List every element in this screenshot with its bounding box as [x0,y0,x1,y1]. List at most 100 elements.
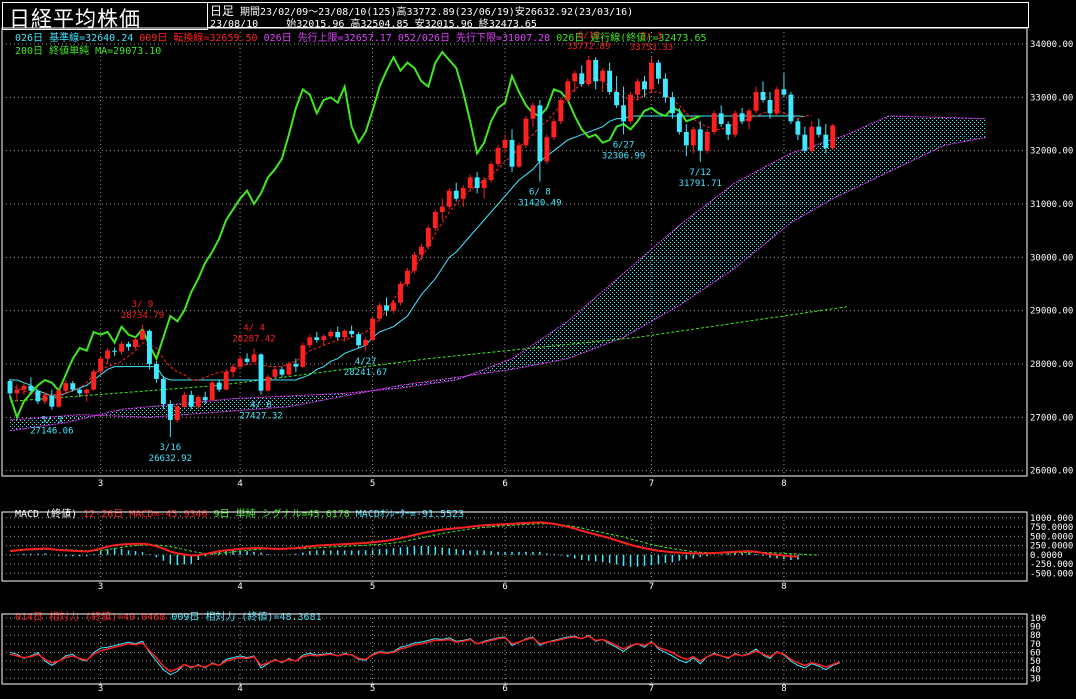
annotation-date: 3/16 [160,443,182,453]
candle-body [523,118,529,146]
x-month-label: 8 [781,479,786,489]
candle-body [411,254,417,271]
candle-body [565,81,571,100]
candle-body [105,350,111,359]
price-tick-label: 26000.00 [1030,467,1073,477]
price-panel-frame [1,27,1028,477]
candle-body [537,105,543,162]
candle-body [544,137,550,162]
ohlc-line: 23/08/10 始32015.96 高32504.85 安32015.96 終… [210,15,537,30]
candle-body [704,132,710,151]
legend-main-item-2: 026日 先行上限=32657.17 [263,33,392,44]
legend-main-item-0: 026日 基準線=32640.24 [15,33,134,44]
candle-body [816,126,822,135]
candle-body [209,382,215,401]
candle-body [551,121,557,138]
candle-body [91,371,97,390]
candle-body [384,305,389,311]
price-tick-label: 32000.00 [1030,147,1073,157]
candle-body [321,336,327,340]
rsi-panel-frame [1,613,1028,685]
candle-body [335,332,341,338]
candle-body [398,284,403,303]
x-month-label-macd: 5 [370,582,375,592]
candle-body [370,318,376,340]
candle-body [593,60,599,82]
rsi-tick-label: 30 [1030,674,1041,684]
candle-body [70,383,76,390]
candle-body [607,70,613,92]
candle-body [418,246,424,255]
annotation-date: 3/ 9 [132,300,154,310]
macd-legend: MACD (終値) 12-26日 MACD=-45.9346 9日 単純 シグナル=… [15,505,470,520]
candle-body [377,305,382,319]
candle-body [300,345,306,367]
annotation-date: 6/ 8 [529,188,551,198]
macd-line [9,521,798,558]
x-month-label-rsi: 6 [502,684,507,694]
timeframe-mode[interactable]: 日足 [210,4,235,18]
candle-body [244,358,250,362]
candle-body [635,81,640,95]
candle-body [530,105,536,119]
x-month-label-macd: 6 [502,582,507,592]
ma-legend: 200日 終値単純 MA=29073.10 [15,42,167,57]
x-month-label-macd: 7 [649,582,654,592]
candle-body [467,177,473,188]
candle-body [42,395,48,402]
annotation-price: 31791.71 [679,179,722,189]
annotation-date: 7/ 3 [641,32,663,42]
candle-body [181,394,187,407]
candle-body [258,354,264,391]
candle-body [56,390,62,407]
rsi-tick-label: 90 [1030,623,1041,633]
candle-body [153,364,159,379]
candle-body [77,389,83,394]
price-tick-label: 28000.00 [1030,360,1073,370]
candle-body [188,394,194,407]
candle-body [732,113,738,135]
candle-body [342,330,348,338]
candle-body [830,125,836,148]
candle-body [753,92,759,111]
annotation-price: 28287.42 [232,335,275,345]
candle-body [802,134,808,151]
legend-main-item-4: 026日 遅行線(終値)=32473.65 [556,33,707,44]
candle-body [230,366,236,372]
macd-tick-label: 250.0000 [1030,542,1073,552]
candle-body [481,180,487,188]
candle-body [774,89,780,114]
macd-panel-frame [1,511,1028,582]
candle-body [356,334,362,346]
candle-body [628,94,633,122]
chikou-line [9,50,701,421]
candle-body [84,389,90,394]
annotation-price: 33753.33 [630,43,673,53]
candle-body [272,369,278,377]
rsi-tick-label: 40 [1030,666,1041,676]
candle-body [579,73,585,84]
rsi-tick-label: 60 [1030,648,1041,658]
candle-body [586,60,592,84]
candle-body [7,381,13,394]
candle-body [314,337,320,340]
candle-body [516,145,522,167]
ohlc-text: 始32015.96 高32504.85 安32015.96 終32473.65 [286,19,537,30]
x-month-label: 7 [649,479,654,489]
x-month-label-rsi: 3 [98,684,103,694]
candle-body [147,330,152,364]
candle-body [119,343,124,352]
rsi-tick-label: 80 [1030,631,1041,641]
candle-body [216,382,222,390]
candle-body [126,343,131,347]
rsi-tick-label: 70 [1030,640,1041,650]
candle-body [167,404,173,420]
candle-body [140,330,145,340]
candle-body [223,372,229,390]
annotation-price: 28241.67 [344,368,387,378]
rsi9-line [9,634,840,676]
x-month-label-macd: 4 [237,582,242,592]
x-month-label-rsi: 8 [781,684,786,694]
annotation-date: 4/27 [355,357,377,367]
